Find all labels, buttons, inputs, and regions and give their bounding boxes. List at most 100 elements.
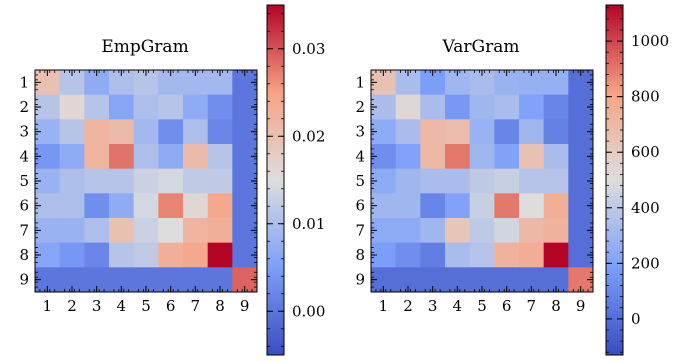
y-tick-label: 6 [19, 197, 29, 215]
colorbar: 0 200 400 600 800 1000 [605, 4, 669, 356]
heatmap-cell [395, 193, 421, 219]
heatmap-cell [133, 218, 159, 244]
heatmap-cell [395, 119, 421, 145]
heatmap-cell [494, 218, 520, 244]
x-tick-label: 7 [191, 297, 201, 315]
heatmap-cell [420, 144, 446, 170]
x-tick-label: 4 [453, 297, 463, 315]
y-tick-label: 3 [355, 123, 365, 141]
heatmap-cell [469, 242, 495, 268]
heatmap-cell [519, 119, 545, 145]
heatmap-cell [445, 193, 471, 219]
heatmap-cell [84, 119, 110, 145]
colorbar-frame [266, 4, 285, 356]
heatmap-cell [59, 94, 85, 120]
colorbar-tick-label: 0 [631, 310, 641, 328]
heatmap-cell [133, 168, 159, 194]
x-tick-label: 1 [379, 297, 389, 315]
heatmap-cell [183, 218, 209, 244]
colorbar-tick-label: 0.02 [292, 127, 325, 145]
heatmap-cell [158, 242, 184, 268]
y-tick-label: 8 [355, 246, 365, 264]
heatmap-cells [35, 70, 258, 293]
heatmap-cell [109, 193, 135, 219]
heatmap-cell [59, 168, 85, 194]
heatmap-cell [158, 168, 184, 194]
heatmap-cell [183, 193, 209, 219]
heatmap-cell [183, 94, 209, 120]
x-tick-label: 9 [240, 297, 250, 315]
colorbar-tick-label: 0.00 [292, 302, 325, 320]
heatmap-cell [183, 168, 209, 194]
x-tick-label: 2 [403, 297, 413, 315]
x-tick-label: 3 [428, 297, 438, 315]
heatmap-cell [445, 168, 471, 194]
heatmap-cell [519, 144, 545, 170]
heatmap-title: EmpGram [101, 37, 188, 57]
heatmap-cell [420, 119, 446, 145]
heatmap-cell [109, 218, 135, 244]
heatmap-cell [494, 242, 520, 268]
heatmap-cell [543, 119, 569, 145]
heatmap-cell [543, 218, 569, 244]
heatmap-cell [59, 242, 85, 268]
heatmap-cell [207, 168, 233, 194]
heatmap-cell [519, 242, 545, 268]
heatmap-cell [133, 193, 159, 219]
x-tick-label: 3 [92, 297, 102, 315]
y-tick-label: 7 [19, 221, 29, 239]
y-tick-label: 5 [19, 172, 29, 190]
y-tick-label: 6 [355, 197, 365, 215]
x-tick-label: 9 [576, 297, 586, 315]
heatmap-cell [109, 119, 135, 145]
heatmap-cell [445, 242, 471, 268]
colorbar-tick-label: 0.03 [292, 40, 325, 58]
colorbar-frame [605, 4, 624, 356]
x-tick-label: 1 [43, 297, 53, 315]
heatmap-cell [84, 218, 110, 244]
y-tick-label: 2 [355, 98, 365, 116]
heatmap-cell [109, 94, 135, 120]
heatmap-cell [420, 193, 446, 219]
heatmap-cell [469, 144, 495, 170]
y-tick-label: 9 [19, 271, 29, 289]
heatmap-cell [207, 242, 233, 268]
heatmap-cells [371, 70, 594, 293]
colorbar-tick-label: 800 [631, 88, 660, 106]
heatmap-cell [109, 144, 135, 170]
x-tick-label: 2 [67, 297, 77, 315]
colorbar-tick-label: 200 [631, 254, 660, 272]
heatmap-cell [494, 94, 520, 120]
heatmap-cell [469, 193, 495, 219]
y-tick-label: 5 [355, 172, 365, 190]
x-tick-label: 4 [117, 297, 127, 315]
colorbar-tick-label: 1000 [631, 32, 669, 50]
heatmap-cell [207, 218, 233, 244]
y-tick-label: 4 [19, 147, 29, 165]
heatmap-cell [84, 242, 110, 268]
heatmap-cell [543, 94, 569, 120]
x-tick-label: 6 [502, 297, 512, 315]
colorbar: 0.00 0.01 0.02 0.03 [266, 4, 325, 356]
x-tick-label: 5 [477, 297, 487, 315]
heatmap-cell [543, 168, 569, 194]
heatmap-cell [420, 242, 446, 268]
colorbar-empgram: 0.00 0.01 0.02 0.03 [266, 4, 325, 356]
heatmap-title: VarGram [442, 37, 520, 57]
heatmap-cell [469, 94, 495, 120]
heatmap-cell [420, 218, 446, 244]
colorbar-vargram: 0 200 400 600 800 1000 [605, 4, 669, 356]
heatmap-cell [519, 218, 545, 244]
heatmap-cell [494, 193, 520, 219]
heatmap-cell [158, 119, 184, 145]
heatmap-cell [543, 144, 569, 170]
y-tick-label: 1 [19, 73, 29, 91]
heatmap-cell [84, 168, 110, 194]
heatmap-cell [420, 94, 446, 120]
heatmap-cell [395, 168, 421, 194]
heatmap-cell [445, 144, 471, 170]
heatmap-cell [59, 193, 85, 219]
